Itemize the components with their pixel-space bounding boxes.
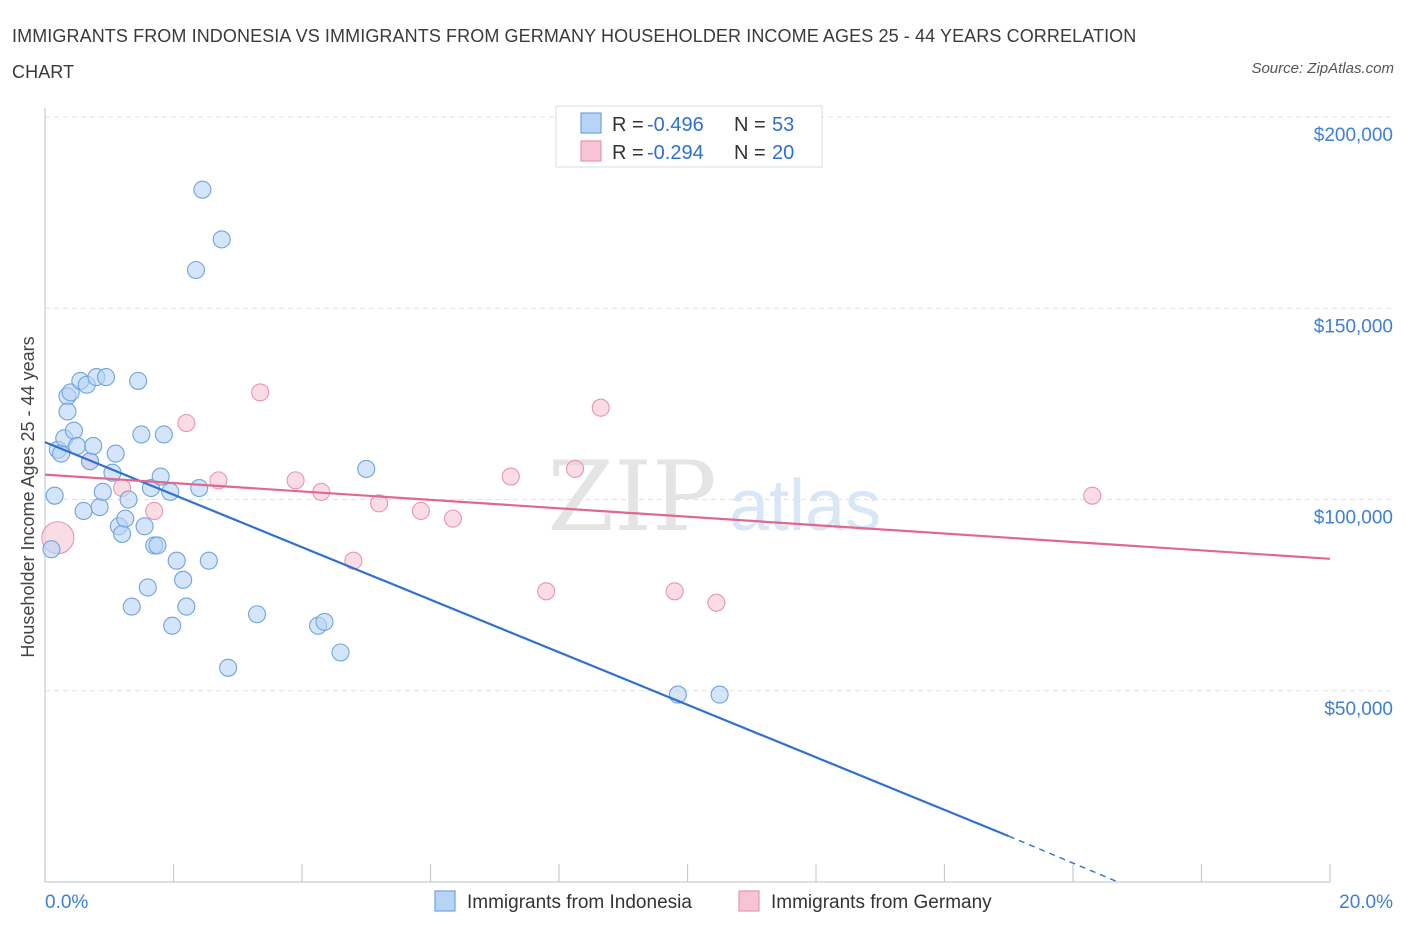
y-axis-label: Householder Income Ages 25 - 44 years [18, 336, 38, 657]
grid-lines: $50,000 $100,000 $150,000 $200,000 [45, 116, 1395, 720]
germany-point [707, 593, 726, 612]
indonesia-point [247, 605, 267, 624]
indonesia-point [96, 368, 116, 387]
germany-point [251, 383, 270, 402]
indonesia-point [122, 597, 141, 616]
indonesia-point [64, 421, 83, 440]
trend-lines [44, 441, 1331, 883]
legend-r-label-2: R = [612, 142, 644, 164]
germany-point [411, 501, 430, 521]
indonesia-point [138, 578, 157, 597]
indonesia-point [116, 509, 135, 528]
correlation-legend: R = -0.496 N = 53 R = -0.294 N = 20 [555, 105, 823, 168]
germany-point [443, 509, 463, 528]
indonesia-point [129, 371, 148, 390]
legend-n-value-1: 53 [772, 114, 794, 136]
indonesia-point [186, 260, 206, 280]
germany-point [145, 501, 164, 521]
bottom-legend-label-indonesia: Immigrants from Indonesia [467, 892, 692, 913]
germany-point [501, 467, 520, 486]
indonesia-point [106, 444, 125, 463]
indonesia-trend-extension [1008, 835, 1119, 883]
germany-point [1083, 486, 1102, 505]
legend-n-label-2: N = [734, 142, 766, 164]
indonesia-point [74, 501, 93, 521]
germany-point [566, 459, 585, 478]
y-axis-label-group: Householder Income Ages 25 - 44 years [18, 336, 38, 657]
source-label: Source: ZipAtlas.com [1251, 60, 1394, 77]
x-tick-label: 20.0% [1339, 892, 1393, 913]
legend-r-value-1: -0.496 [647, 114, 704, 136]
indonesia-point [42, 540, 61, 559]
germany-point [286, 471, 305, 490]
y-tick-label: $200,000 [1314, 125, 1393, 146]
indonesia-point [148, 536, 167, 555]
indonesia-point [154, 425, 173, 444]
legend-n-value-2: 20 [772, 142, 794, 164]
indonesia-series [42, 180, 729, 704]
chart-title: IMMIGRANTS FROM INDONESIA VS IMMIGRANTS … [12, 26, 1137, 82]
legend-r-label-1: R = [612, 114, 644, 136]
legend-swatch-indonesia [580, 112, 602, 134]
germany-point [370, 494, 389, 513]
indonesia-point [113, 524, 132, 543]
indonesia-point [193, 180, 212, 199]
series-legend: Immigrants from Indonesia Immigrants fro… [434, 890, 992, 913]
indonesia-point [135, 517, 154, 536]
x-tick-label: 0.0% [45, 892, 88, 913]
indonesia-point [315, 612, 334, 631]
bottom-legend-swatch-indonesia [434, 890, 456, 912]
y-tick-label: $150,000 [1314, 316, 1393, 337]
y-tick-label: $50,000 [1324, 699, 1393, 720]
indonesia-point [132, 425, 151, 444]
y-tick-label: $100,000 [1314, 508, 1393, 529]
indonesia-point [163, 616, 182, 635]
watermark-atlas: atlas [729, 466, 881, 546]
indonesia-point [93, 482, 112, 501]
indonesia-point [58, 402, 77, 421]
indonesia-point [212, 230, 231, 249]
indonesia-point [710, 685, 729, 704]
indonesia-point [45, 486, 64, 505]
indonesia-point [357, 459, 376, 478]
axes: 0.0% 20.0% [44, 108, 1393, 913]
indonesia-point [177, 597, 196, 616]
watermark-zip: ZIP [547, 441, 716, 553]
germany-point [177, 413, 196, 433]
indonesia-point [174, 570, 193, 589]
indonesia-point [119, 490, 138, 509]
indonesia-point [151, 467, 170, 486]
indonesia-point [199, 551, 218, 570]
legend-swatch-germany [580, 140, 602, 162]
indonesia-point [90, 498, 109, 517]
bottom-legend-label-germany: Immigrants from Germany [771, 892, 992, 913]
indonesia-point [219, 658, 238, 677]
bottom-legend-swatch-germany [738, 890, 760, 912]
germany-point [537, 582, 556, 601]
indonesia-point [331, 643, 350, 662]
indonesia-point [190, 478, 209, 498]
indonesia-point [167, 551, 186, 570]
zipatlas-watermark: ZIP atlas [547, 441, 881, 553]
germany-trend-line [44, 473, 1331, 560]
germany-point [591, 398, 610, 417]
legend-n-label-1: N = [734, 114, 766, 136]
indonesia-trend-line [44, 441, 1010, 838]
germany-point [665, 582, 684, 601]
indonesia-point [84, 436, 103, 456]
legend-r-value-2: -0.294 [647, 142, 704, 164]
